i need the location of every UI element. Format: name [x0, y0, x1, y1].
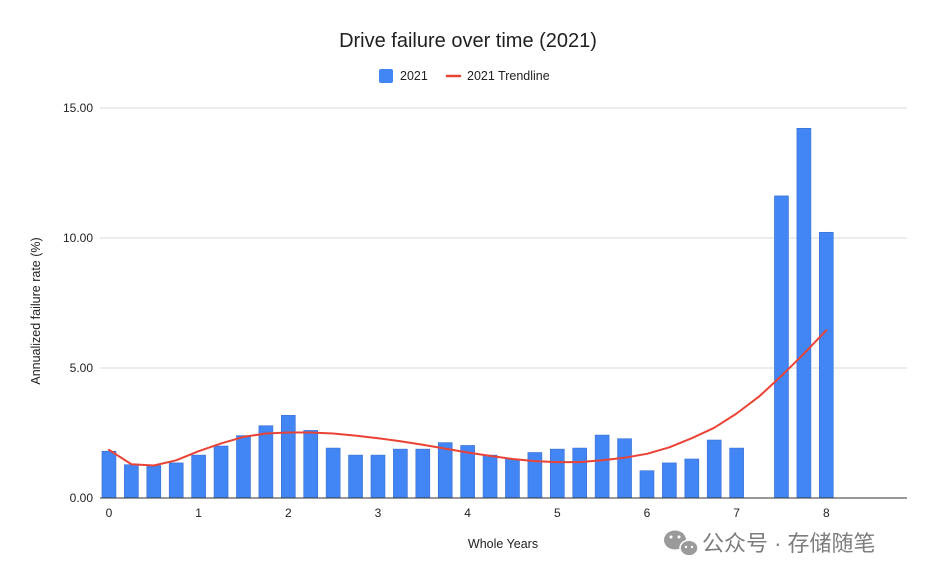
- bar: [437, 442, 453, 499]
- bar: [549, 448, 565, 499]
- trendline-2021: [108, 329, 828, 467]
- legend-label-trendline: 2021 Trendline: [467, 69, 550, 83]
- bar: [706, 439, 722, 499]
- bar: [796, 127, 812, 499]
- gridlines: [100, 107, 907, 369]
- bar: [662, 462, 677, 499]
- x-tick-label: 3: [375, 506, 382, 520]
- x-tick-label: 0: [106, 506, 113, 520]
- bar: [236, 435, 251, 499]
- bar: [527, 452, 543, 499]
- bar: [818, 231, 834, 499]
- x-axis-ticks: 0 1 2 3 4 5 6 7 8: [106, 506, 830, 520]
- chart-title: Drive failure over time (2021): [339, 30, 597, 52]
- bar: [348, 454, 363, 499]
- y-tick-label: 0.00: [70, 491, 94, 505]
- bar: [124, 464, 139, 499]
- bar: [258, 425, 274, 499]
- bar: [684, 458, 700, 499]
- bar: [729, 447, 744, 499]
- watermark-text: 公众号 · 存储随笔: [702, 531, 876, 556]
- bar: [325, 447, 341, 499]
- y-axis-title: Annualized failure rate (%): [29, 237, 43, 384]
- legend-swatch-2021: [379, 69, 393, 83]
- y-tick-label: 5.00: [70, 361, 94, 375]
- x-tick-label: 1: [195, 506, 202, 520]
- bar: [280, 415, 296, 499]
- bar: [594, 434, 610, 499]
- legend: 2021 2021 Trendline: [379, 69, 550, 83]
- y-axis-ticks: 0.00 5.00 10.00 15.00: [63, 101, 93, 505]
- x-tick-label: 2: [285, 506, 292, 520]
- bar: [482, 454, 498, 499]
- bar: [393, 448, 408, 499]
- bar: [213, 445, 229, 499]
- x-axis-title: Whole Years: [468, 537, 538, 551]
- bar: [303, 430, 319, 499]
- watermark: 公众号 · 存储随笔: [664, 530, 876, 557]
- bar: [572, 447, 588, 499]
- bar-series-2021: [101, 127, 834, 499]
- x-tick-label: 8: [823, 506, 830, 520]
- bar: [505, 458, 520, 499]
- bar: [774, 195, 789, 499]
- x-tick-label: 6: [644, 506, 651, 520]
- bar: [168, 462, 184, 499]
- bar: [639, 470, 655, 499]
- x-tick-label: 7: [733, 506, 740, 520]
- x-tick-label: 4: [464, 506, 471, 520]
- bar: [101, 450, 117, 499]
- y-tick-label: 15.00: [63, 101, 93, 115]
- bar: [370, 454, 386, 499]
- bar: [415, 448, 431, 499]
- legend-label-2021: 2021: [400, 69, 428, 83]
- y-tick-label: 10.00: [63, 231, 93, 245]
- bar: [617, 438, 632, 499]
- wechat-icon: [664, 530, 699, 557]
- bar: [146, 465, 162, 499]
- x-tick-label: 5: [554, 506, 561, 520]
- bar: [191, 454, 206, 499]
